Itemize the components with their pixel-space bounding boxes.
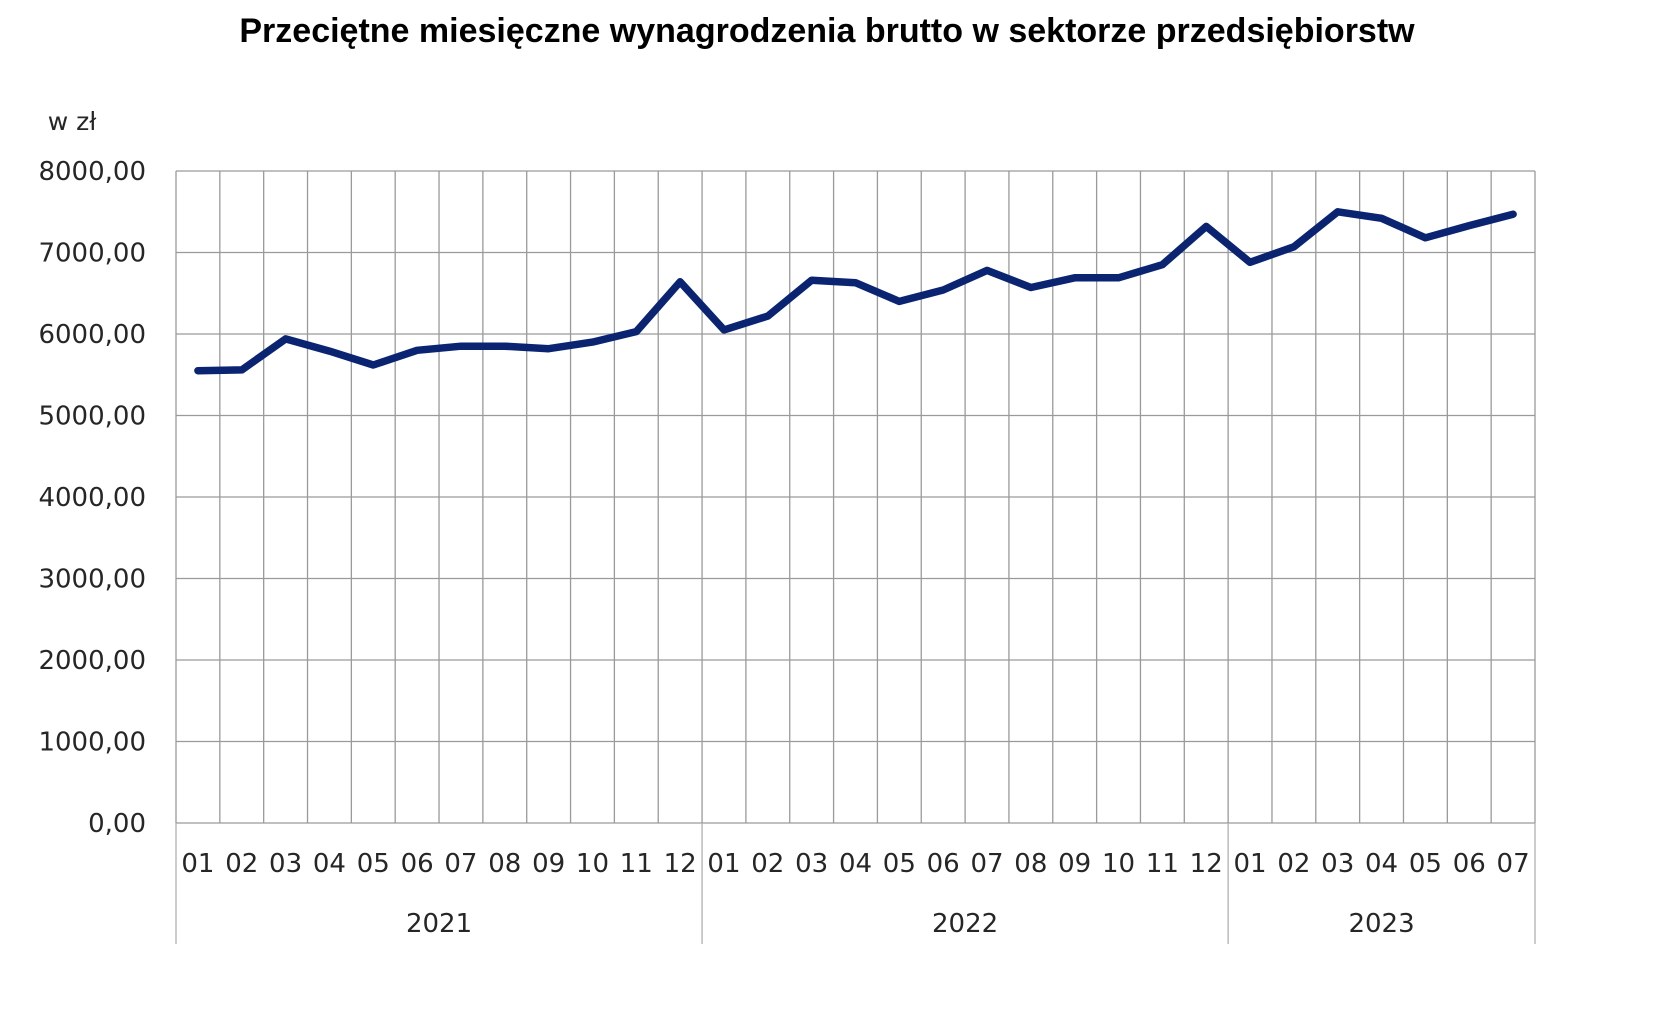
x-tick-label: 10 — [1102, 849, 1135, 879]
data-point — [896, 298, 902, 304]
data-point — [1028, 285, 1034, 291]
year-label: 2022 — [932, 909, 998, 939]
y-tick-label: 3000,00 — [38, 565, 146, 595]
y-tick-label: 7000,00 — [38, 239, 146, 269]
data-point — [326, 348, 332, 354]
x-tick-label: 08 — [488, 849, 521, 879]
data-point — [677, 279, 683, 285]
x-tick-label: 05 — [1409, 849, 1442, 879]
data-point — [283, 336, 289, 342]
y-tick-label: 8000,00 — [38, 157, 146, 187]
y-tick-label: 5000,00 — [38, 402, 146, 432]
data-point — [809, 277, 815, 283]
data-point — [721, 327, 727, 333]
data-point — [502, 343, 508, 349]
x-tick-label: 02 — [751, 849, 784, 879]
data-point — [1247, 259, 1253, 265]
y-tick-label: 2000,00 — [38, 646, 146, 676]
x-tick-label: 04 — [1365, 849, 1398, 879]
data-point — [414, 347, 420, 353]
series-group — [194, 208, 1517, 375]
y-tick-label: 1000,00 — [38, 728, 146, 758]
y-tick-label: 6000,00 — [38, 320, 146, 350]
y-tick-label: 4000,00 — [38, 483, 146, 513]
data-point — [1466, 223, 1472, 229]
x-tick-label: 11 — [620, 849, 653, 879]
x-tick-label: 08 — [1014, 849, 1047, 879]
x-tick-label: 04 — [313, 849, 346, 879]
data-point — [940, 287, 946, 293]
chart-title: Przeciętne miesięczne wynagrodzenia brut… — [239, 12, 1415, 50]
y-tick-label: 0,00 — [88, 809, 146, 839]
data-point — [633, 329, 639, 335]
data-point — [984, 267, 990, 273]
x-tick-label: 04 — [839, 849, 872, 879]
x-tick-label: 10 — [576, 849, 609, 879]
data-point — [1422, 235, 1428, 241]
x-tick-label: 07 — [1497, 849, 1530, 879]
data-point — [1203, 223, 1209, 229]
x-tick-label: 01 — [1234, 849, 1267, 879]
data-point — [1072, 275, 1078, 281]
x-axis-ticks: 01 02 03 04 05 06 07 08 09 10 11 12 01 02 03 04 05 06 07 08… — [181, 849, 1529, 879]
data-point — [1159, 262, 1165, 268]
data-point — [239, 367, 245, 373]
x-tick-label: 02 — [1277, 849, 1310, 879]
data-point — [1116, 275, 1122, 281]
x-tick-label: 06 — [401, 849, 434, 879]
x-tick-label: 03 — [269, 849, 302, 879]
x-tick-label: 07 — [444, 849, 477, 879]
x-tick-label: 12 — [664, 849, 697, 879]
x-tick-label: 09 — [532, 849, 565, 879]
year-label: 2023 — [1348, 909, 1414, 939]
x-axis-year-groups: 2021 2022 2023 — [175, 823, 1536, 944]
x-tick-label: 03 — [795, 849, 828, 879]
data-point — [1335, 209, 1341, 215]
data-point — [195, 368, 201, 374]
x-tick-label: 01 — [181, 849, 214, 879]
x-tick-label: 03 — [1321, 849, 1354, 879]
data-point — [1379, 215, 1385, 221]
plot-grid — [175, 170, 1536, 824]
x-tick-label: 09 — [1058, 849, 1091, 879]
y-axis-unit-label: w zł — [48, 107, 98, 136]
data-point — [1510, 211, 1516, 217]
data-point — [853, 280, 858, 286]
data-point — [765, 313, 771, 319]
x-tick-label: 02 — [225, 849, 258, 879]
x-tick-label: 12 — [1190, 849, 1223, 879]
x-tick-label: 01 — [707, 849, 740, 879]
x-tick-label: 07 — [970, 849, 1003, 879]
x-tick-label: 05 — [357, 849, 390, 879]
data-point — [458, 343, 464, 349]
year-label: 2021 — [406, 909, 472, 939]
y-axis-ticks: 0,00 1000,00 2000,00 3000,00 4000,00 5000,00 6… — [38, 157, 146, 839]
data-point — [370, 362, 376, 368]
x-tick-label: 06 — [927, 849, 960, 879]
x-tick-label: 05 — [883, 849, 916, 879]
data-point — [589, 339, 595, 345]
data-point — [1291, 244, 1297, 250]
x-tick-label: 11 — [1146, 849, 1179, 879]
data-point — [546, 346, 552, 352]
x-tick-label: 06 — [1453, 849, 1486, 879]
